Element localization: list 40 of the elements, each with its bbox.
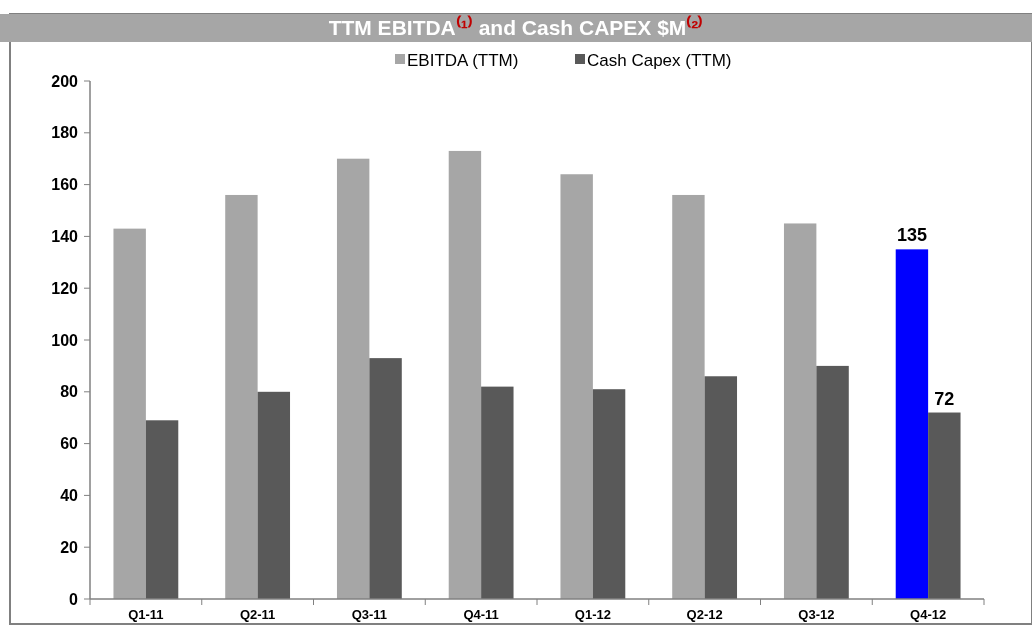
- bar: [336, 158, 370, 599]
- y-tick-label: 0: [69, 590, 79, 608]
- legend-label: Cash Capex (TTM): [587, 51, 732, 70]
- y-tick-label: 200: [51, 72, 79, 90]
- bar: [816, 365, 849, 599]
- y-tick-label: 180: [51, 124, 79, 142]
- data-label: 135: [896, 225, 927, 246]
- x-tick-label: Q4-12: [910, 607, 947, 622]
- bar: [783, 223, 817, 599]
- bar: [113, 228, 146, 599]
- bar: [145, 420, 179, 599]
- x-tick-label: Q2-12: [686, 607, 723, 622]
- chart-title: TTM EBITDA⁽¹⁾ and Cash CAPEX $M⁽²⁾: [328, 15, 704, 39]
- bar: [369, 358, 402, 599]
- bar: [704, 376, 738, 599]
- x-tick-label: Q1-11: [128, 607, 164, 622]
- x-tick-label: Q4-11: [463, 607, 499, 622]
- x-tick-label: Q3-12: [798, 607, 835, 622]
- y-tick-label: 160: [51, 176, 79, 194]
- bar: [560, 174, 593, 599]
- y-tick-label: 80: [60, 383, 79, 401]
- y-tick-label: 120: [51, 279, 79, 297]
- bar: [672, 194, 705, 599]
- y-tick-label: 20: [60, 538, 79, 556]
- x-tick-label: Q1-12: [574, 607, 611, 622]
- bar: [481, 386, 514, 599]
- data-label: 72: [934, 388, 955, 409]
- y-tick-label: 140: [51, 228, 79, 245]
- y-tick-label: 60: [60, 435, 79, 453]
- bar: [257, 391, 291, 599]
- bar: [225, 194, 258, 599]
- y-tick-label: 100: [51, 331, 79, 349]
- x-tick-label: Q2-11: [239, 607, 276, 622]
- bar: [448, 150, 482, 599]
- bar: [895, 249, 929, 599]
- y-tick-label: 40: [60, 487, 79, 504]
- x-tick-label: Q3-11: [351, 607, 388, 622]
- bar: [928, 412, 961, 599]
- legend-label: EBITDA (TTM): [407, 51, 519, 70]
- bar: [592, 389, 626, 599]
